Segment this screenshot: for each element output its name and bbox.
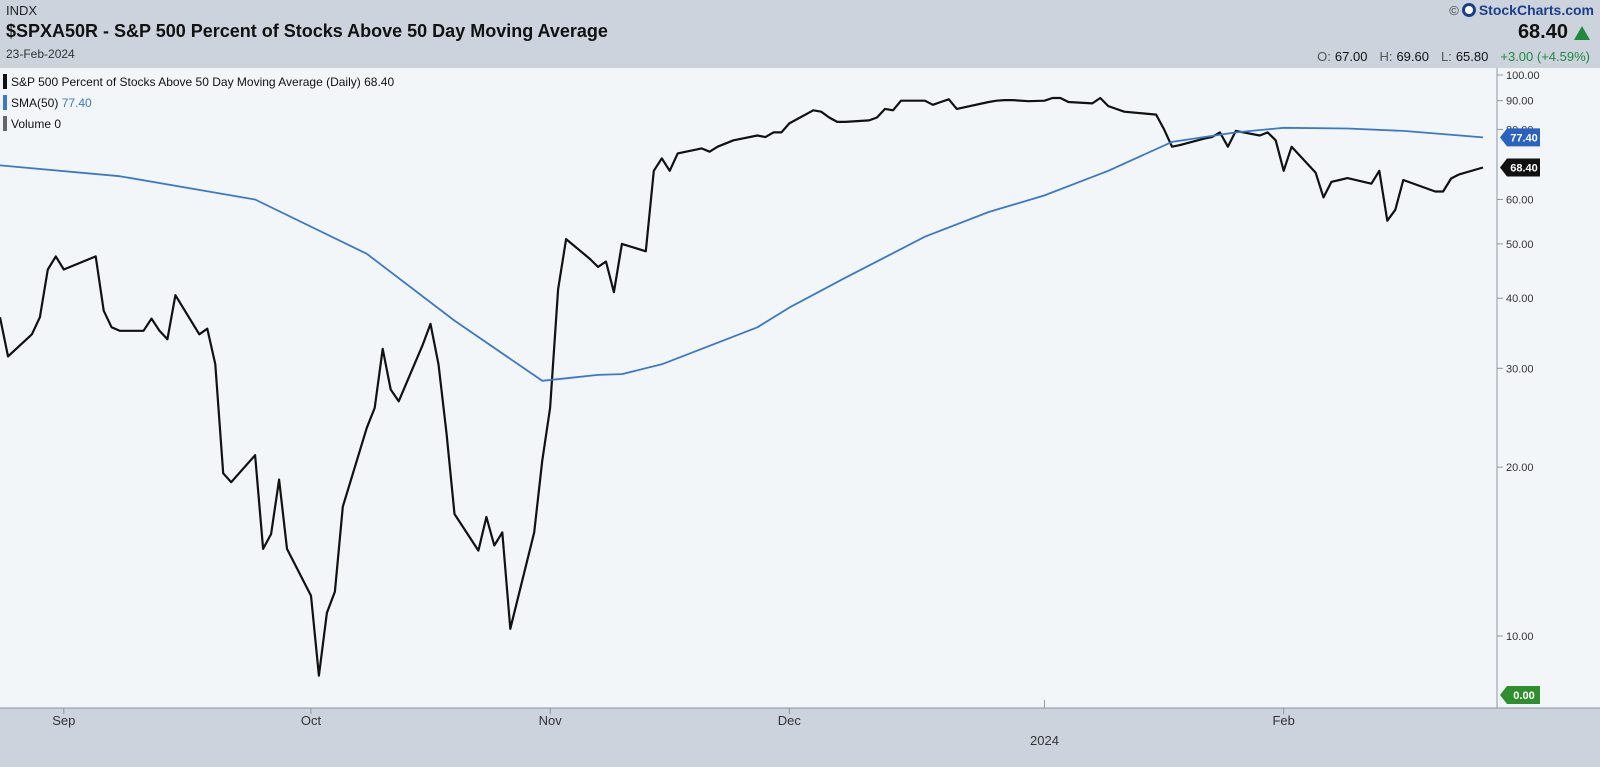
x-tick-label-4: Feb [1272, 713, 1294, 728]
value-tags: 77.40 68.40 0.00 [1500, 128, 1540, 704]
x-tick-label-2: Nov [539, 713, 563, 728]
low-readout: L: 65.80 [1441, 49, 1488, 64]
y-tick-label-6: 30.00 [1506, 363, 1534, 375]
change-value: +3.00 (+4.59%) [1500, 49, 1590, 64]
legend-volume-swatch [3, 116, 7, 131]
copyright-icon: © [1449, 2, 1459, 18]
open-value: 67.00 [1334, 49, 1368, 64]
sma-value-tag-label: 77.40 [1510, 132, 1538, 144]
y-tick-label-4: 50.00 [1506, 239, 1534, 251]
up-arrow-icon [1574, 25, 1590, 40]
legend-price-swatch [3, 74, 7, 89]
low-value: 65.80 [1455, 49, 1489, 64]
legend-volume-label: Volume 0 [11, 117, 61, 131]
volume-value-tag-shape [1500, 686, 1540, 704]
price-value-tag-shape [1500, 158, 1540, 177]
legend-sma-value: 77.40 [62, 96, 92, 110]
exchange-label: INDX [6, 3, 38, 18]
brand-name: StockCharts.com [1478, 2, 1594, 18]
y-tick-label-7: 20.00 [1506, 462, 1534, 474]
sma-line [0, 126, 1484, 382]
y-tick-label-8: 10.00 [1506, 631, 1534, 643]
legend-price-value: 68.40 [364, 75, 394, 89]
chart-header: INDX $SPXA50R - S&P 500 Percent of Stock… [0, 0, 1600, 68]
y-tick-label-3: 60.00 [1506, 194, 1534, 206]
price-value-tag-label: 68.40 [1510, 163, 1538, 175]
gridlines [63, 74, 1503, 714]
low-label: L: [1440, 49, 1452, 64]
y-tick-label-1: 90.00 [1506, 96, 1534, 108]
legend-sma-swatch [3, 95, 7, 110]
x-tick-label-1: Oct [301, 713, 322, 728]
plot-area [0, 68, 1497, 708]
brand-logo[interactable]: © StockCharts.com [1449, 2, 1594, 18]
legend: S&P 500 Percent of Stocks Above 50 Day M… [3, 74, 394, 131]
sma-value-tag-shape [1500, 128, 1540, 147]
x-axis-labels: Sep Oct Nov Dec Feb 2024 [52, 713, 1295, 748]
stockcharts-logo-icon [1461, 3, 1476, 17]
x-tick-label-0: Sep [52, 713, 75, 728]
legend-price-label: S&P 500 Percent of Stocks Above 50 Day M… [11, 75, 394, 89]
high-value: 69.60 [1396, 49, 1429, 64]
chart-date: 23-Feb-2024 [6, 47, 75, 61]
open-label: O: [1317, 49, 1331, 64]
last-price-value: 68.40 [1517, 21, 1568, 43]
year-label: 2024 [1030, 733, 1059, 748]
price-line [0, 96, 1484, 677]
y-tick-label-0: 100.00 [1506, 70, 1540, 82]
series-lines [0, 96, 1484, 677]
last-price: 68.40 [1518, 21, 1590, 44]
high-label: H: [1379, 49, 1393, 64]
open-readout: O: 67.00 [1317, 49, 1367, 64]
legend-sma-label: SMA(50) 77.40 [11, 96, 92, 110]
volume-value-tag-label: 0.00 [1513, 690, 1534, 702]
high-readout: H: 69.60 [1379, 49, 1429, 64]
legend-volume-value: 0 [54, 117, 61, 131]
ohlc-readout: O: 67.00 H: 69.60 L: 65.80 +3.00 (+4.59%) [1317, 49, 1590, 64]
x-tick-label-3: Dec [778, 713, 802, 728]
y-tick-label-5: 40.00 [1506, 293, 1534, 305]
chart-title: $SPXA50R - S&P 500 Percent of Stocks Abo… [6, 21, 608, 41]
